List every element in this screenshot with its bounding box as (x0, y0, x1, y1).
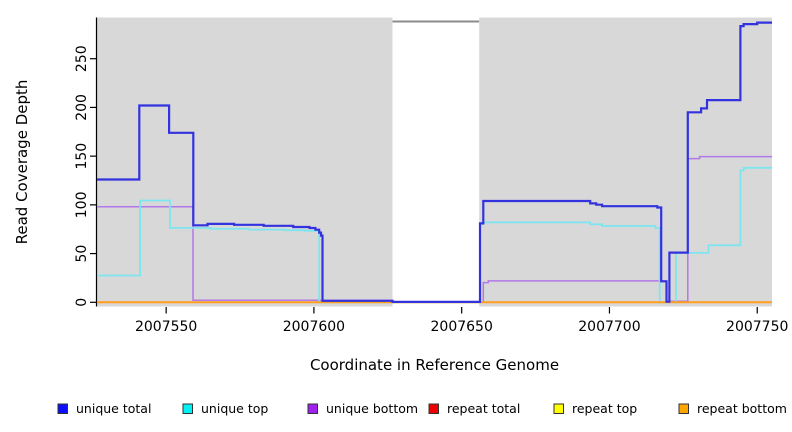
series-line-unique-total (97, 21, 772, 303)
legend-label-repeat-bottom: repeat bottom (697, 401, 787, 416)
legend-swatch-unique-total (57, 403, 68, 414)
legend-item-unique-top: unique top (182, 401, 268, 416)
x-tick-label-0: 2007550 (135, 319, 197, 335)
plot-background-left (97, 17, 393, 307)
legend-swatch-repeat-total (428, 403, 439, 414)
y-tick-label-1: 50 (74, 245, 90, 263)
y-tick-label-2: 100 (74, 191, 90, 218)
series-line-unique-bottom (97, 155, 772, 304)
legend-label-repeat-total: repeat total (447, 401, 520, 416)
legend-item-repeat-bottom: repeat bottom (678, 401, 787, 416)
y-tick-label-5: 250 (74, 45, 90, 72)
y-tick-label-0: 0 (74, 298, 90, 307)
legend-swatch-repeat-bottom (678, 403, 689, 414)
legend-swatch-unique-bottom (307, 403, 318, 414)
legend-swatch-unique-top (182, 403, 193, 414)
legend-label-repeat-top: repeat top (572, 401, 637, 416)
legend-label-unique-total: unique total (76, 401, 151, 416)
x-axis-label: Coordinate in Reference Genome (310, 356, 559, 374)
y-axis-label: Read Coverage Depth (13, 80, 31, 245)
x-tick-label-1: 2007600 (283, 319, 345, 335)
legend-item-repeat-total: repeat total (428, 401, 520, 416)
legend-swatch-repeat-top (553, 403, 564, 414)
legend-item-repeat-top: repeat top (553, 401, 637, 416)
x-tick-label-4: 2007750 (726, 319, 788, 335)
legend-item-unique-bottom: unique bottom (307, 401, 418, 416)
y-tick-label-4: 200 (74, 94, 90, 121)
legend-label-unique-top: unique top (201, 401, 268, 416)
x-tick-label-2: 2007650 (431, 319, 493, 335)
coverage-gap-top-bar (392, 20, 480, 23)
legend-item-unique-total: unique total (57, 401, 151, 416)
y-tick-label-3: 150 (74, 143, 90, 170)
coverage-gap-region (392, 17, 480, 307)
legend-label-unique-bottom: unique bottom (326, 401, 418, 416)
x-tick-label-3: 2007700 (578, 319, 640, 335)
plot-background-right (479, 17, 772, 307)
